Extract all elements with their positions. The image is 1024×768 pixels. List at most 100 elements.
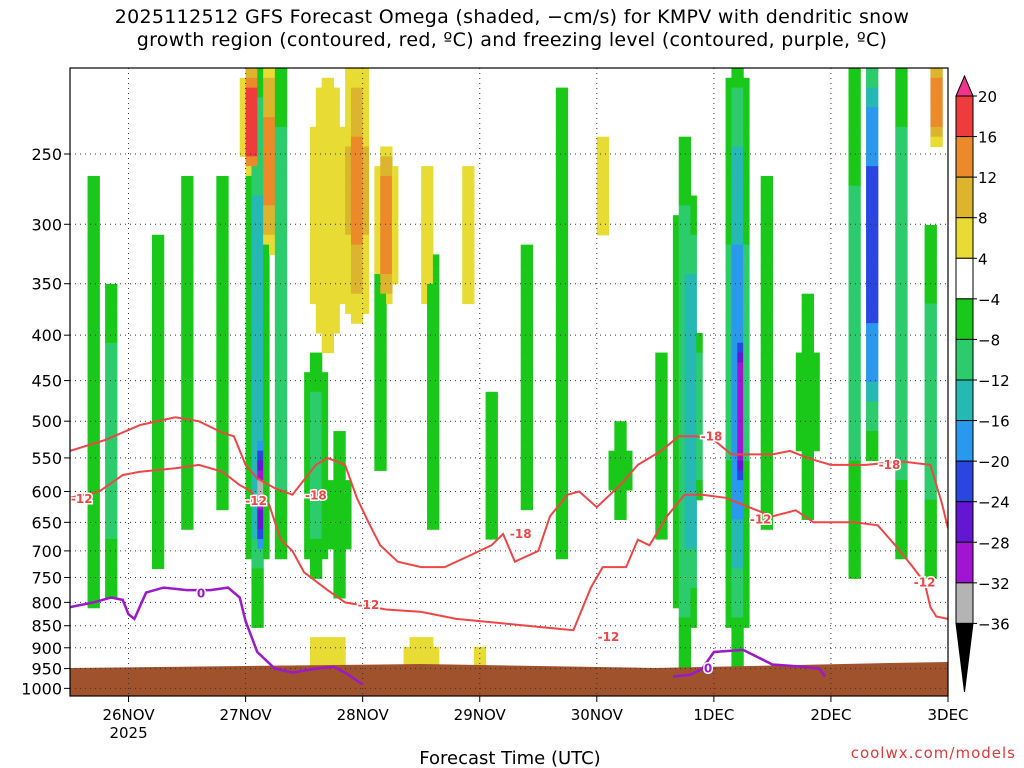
omega-cell	[315, 117, 323, 128]
omega-cell	[187, 313, 194, 324]
omega-cell	[257, 588, 264, 599]
omega-cell	[678, 215, 686, 226]
omega-cell	[245, 126, 253, 138]
omega-cell	[731, 480, 738, 491]
omega-cell	[555, 166, 563, 177]
omega-cell	[245, 411, 253, 422]
omega-cell	[795, 352, 803, 363]
omega-cell	[485, 450, 493, 462]
omega-cell	[251, 244, 258, 256]
omega-cell	[895, 313, 902, 324]
omega-cell	[251, 499, 258, 511]
omega-cell	[93, 480, 100, 491]
omega-cell	[315, 637, 323, 648]
omega-cell	[743, 568, 750, 579]
omega-cell	[924, 283, 932, 295]
omega-cell	[848, 244, 855, 256]
omega-cell	[315, 499, 323, 511]
y-tick-label: 250	[31, 145, 62, 164]
omega-cell	[280, 156, 288, 167]
omega-cell	[187, 195, 194, 206]
omega-cell	[766, 323, 773, 334]
omega-cell	[807, 391, 814, 403]
omega-cell	[760, 244, 768, 256]
omega-cell	[304, 499, 311, 511]
omega-cell	[731, 519, 738, 530]
omega-cell	[555, 244, 563, 256]
omega-cell	[157, 382, 165, 393]
omega-cell	[110, 578, 118, 589]
omega-cell	[362, 205, 370, 216]
omega-cell	[333, 195, 340, 206]
omega-cell	[274, 117, 282, 128]
omega-cell	[731, 77, 738, 89]
omega-cell	[491, 431, 498, 442]
omega-cell	[181, 205, 188, 216]
omega-cell	[848, 293, 855, 305]
omega-cell	[690, 254, 697, 265]
omega-cell	[684, 548, 692, 560]
omega-cell	[362, 97, 370, 108]
omega-cell	[251, 480, 258, 491]
omega-cell	[251, 578, 258, 589]
omega-cell	[871, 146, 879, 157]
omega-cell	[257, 597, 264, 609]
omega-cell	[737, 539, 744, 550]
omega-cell	[655, 391, 662, 403]
omega-cell	[321, 489, 329, 501]
omega-cell	[110, 509, 118, 520]
omega-cell	[901, 362, 908, 373]
omega-cell	[257, 519, 264, 530]
omega-cell	[374, 411, 381, 422]
omega-cell	[362, 68, 370, 79]
omega-cell	[263, 254, 270, 265]
omega-cell	[339, 519, 346, 530]
omega-cell	[251, 87, 258, 99]
omega-cell	[386, 234, 393, 246]
omega-cell	[321, 283, 329, 295]
omega-cell	[356, 117, 364, 128]
omega-cell	[345, 68, 352, 79]
omega-cell	[766, 264, 773, 275]
omega-cell	[280, 509, 288, 520]
omega-cell	[87, 450, 95, 462]
omega-cell	[339, 166, 346, 177]
omega-cell	[924, 529, 932, 540]
omega-cell	[854, 68, 861, 79]
omega-cell	[105, 588, 112, 599]
omega-cell	[257, 352, 264, 363]
omega-cell	[321, 107, 329, 118]
omega-cell	[731, 126, 738, 138]
omega-cell	[380, 391, 387, 403]
omega-cell	[87, 489, 95, 501]
omega-cell	[181, 362, 188, 373]
omega-cell	[187, 225, 194, 236]
omega-cell	[309, 558, 317, 570]
omega-cell	[257, 68, 264, 79]
omega-cell	[760, 499, 768, 511]
omega-cell	[333, 313, 340, 324]
omega-cell	[672, 421, 680, 432]
omega-cell	[222, 215, 229, 226]
omega-cell	[280, 450, 288, 462]
omega-cell	[807, 382, 814, 393]
omega-cell	[561, 117, 569, 128]
omega-cell	[263, 332, 270, 344]
omega-cell	[239, 126, 247, 138]
omega-cell	[263, 107, 270, 118]
omega-cell	[743, 274, 750, 285]
omega-cell	[760, 313, 768, 324]
omega-cell	[321, 293, 329, 305]
omega-cell	[596, 205, 604, 216]
omega-cell	[485, 440, 493, 452]
omega-cell	[725, 254, 733, 265]
omega-cell	[309, 362, 317, 373]
omega-cell	[257, 499, 264, 511]
omega-cell	[561, 489, 569, 501]
omega-cell	[795, 401, 803, 413]
omega-cell	[690, 342, 697, 354]
omega-cell	[93, 264, 100, 275]
omega-cell	[895, 146, 902, 157]
omega-cell	[491, 470, 498, 481]
omega-cell	[432, 342, 440, 354]
